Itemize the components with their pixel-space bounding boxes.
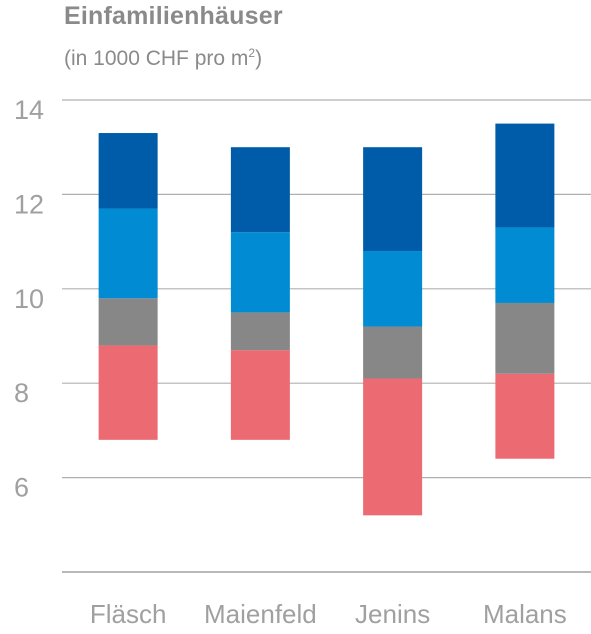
bar-segment-3-Fläsch — [98, 133, 158, 209]
bar-segment-1-Jenins — [363, 326, 423, 379]
bar-segment-0-Malans — [495, 373, 555, 459]
y-tick-label: 14 — [14, 95, 44, 125]
chart-subtitle: (in 1000 CHF pro m2) — [64, 47, 262, 71]
y-tick-label: 6 — [14, 473, 29, 503]
chart-title: Einfamilienhäuser — [64, 2, 283, 30]
bar-segment-3-Maienfeld — [230, 147, 290, 233]
bar-segment-0-Jenins — [363, 378, 423, 516]
subtitle-suffix: ) — [255, 47, 263, 70]
bar-segment-2-Fläsch — [98, 208, 158, 299]
bar-segment-1-Maienfeld — [230, 312, 290, 351]
bar-segment-0-Maienfeld — [230, 350, 290, 440]
x-axis-categories: Fläsch Maienfeld Jenins Malans — [90, 599, 567, 629]
subtitle-text: (in 1000 CHF pro m — [64, 47, 249, 70]
bars — [98, 123, 555, 516]
bar-segment-3-Jenins — [363, 147, 423, 252]
y-axis-ticks: 6 8 10 12 14 — [14, 95, 44, 503]
bar-segment-2-Malans — [495, 227, 555, 303]
y-tick-label: 10 — [14, 284, 44, 314]
y-tick-label: 8 — [14, 378, 29, 408]
bar-segment-2-Jenins — [363, 251, 423, 327]
x-category-label: Maienfeld — [204, 599, 317, 629]
subtitle-superscript: 2 — [248, 46, 256, 60]
bar-segment-1-Malans — [495, 302, 555, 374]
x-category-label: Fläsch — [90, 599, 167, 629]
bar-segment-3-Malans — [495, 123, 555, 228]
x-category-label: Jenins — [355, 599, 430, 629]
bar-segment-0-Fläsch — [98, 345, 158, 440]
bar-segment-1-Fläsch — [98, 298, 158, 346]
x-category-label: Malans — [483, 599, 567, 629]
bar-segment-2-Maienfeld — [230, 232, 290, 313]
y-tick-label: 12 — [14, 189, 44, 219]
